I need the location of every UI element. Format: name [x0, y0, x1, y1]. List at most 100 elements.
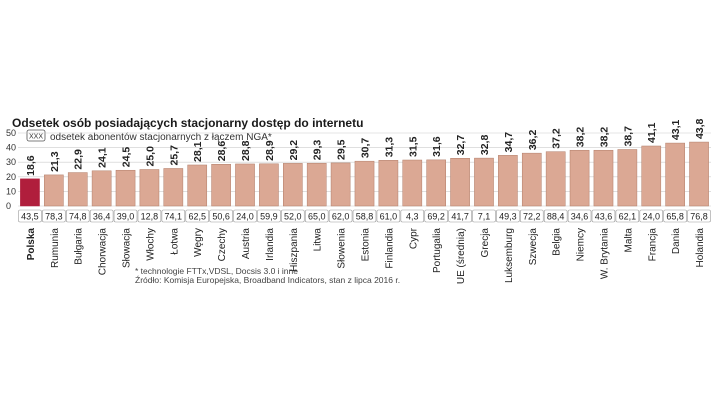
nga-box-3 [89, 209, 114, 223]
category-label-4: Słowacja [122, 228, 133, 268]
nga-label-11: 52,0 [284, 212, 302, 222]
nga-label-19: 7,1 [478, 212, 491, 222]
nga-label-10: 59,9 [260, 212, 278, 222]
category-label-12: Litwa [313, 228, 324, 252]
nga-label-28: 76,8 [690, 212, 708, 222]
y-tick-label: 10 [6, 186, 16, 196]
value-label-20: 34,7 [503, 132, 515, 153]
value-label-0: 18,6 [25, 155, 37, 176]
category-label-0: Polska [26, 228, 37, 261]
nga-label-0: 43,5 [21, 212, 39, 222]
category-label-21: Szwecja [528, 228, 539, 266]
nga-box-9 [233, 209, 257, 223]
bar-25 [617, 149, 638, 207]
nga-box-28 [687, 209, 711, 223]
value-labels: 18,6 21,3 22,9 24,1 24,5 25,0 25,7 28,1 28,6 28,8… [25, 118, 706, 175]
nga-box-2 [65, 209, 90, 223]
chart-title: Odsetek osób posiadających stacjonarny d… [12, 116, 363, 130]
nga-box-24 [591, 209, 616, 223]
y-tick-label: 30 [6, 157, 16, 167]
nga-box-12 [304, 209, 329, 223]
value-label-27: 43,1 [670, 119, 682, 140]
category-label-28: Holandia [695, 228, 706, 268]
legend: XXX odsetek abonentów stacjonarnych z łą… [26, 129, 272, 143]
y-tick-label: 0 [6, 201, 11, 211]
category-label-17: Portugalia [432, 228, 443, 273]
nga-label-20: 49,3 [499, 212, 517, 222]
bar-15 [378, 160, 399, 207]
y-axis: 0 10 20 30 40 50 [6, 128, 16, 211]
nga-box-23 [567, 209, 592, 223]
bar-17 [426, 159, 446, 207]
category-label-15: Finlandia [384, 228, 395, 269]
value-label-12: 29,3 [312, 140, 324, 161]
value-label-19: 32,8 [479, 135, 491, 156]
value-label-3: 24,1 [97, 147, 109, 168]
nga-box-22 [543, 209, 568, 223]
nga-box-17 [424, 209, 448, 223]
bar-13 [330, 162, 351, 207]
bar-8 [211, 163, 231, 207]
nga-label-15: 61,0 [380, 212, 398, 222]
category-label-3: Chorwacja [98, 228, 109, 276]
nga-label-18: 41,7 [451, 212, 469, 222]
bar-16 [402, 159, 423, 207]
bar-28 [689, 141, 709, 207]
category-label-23: Niemcy [576, 228, 587, 261]
bar-19 [474, 157, 494, 207]
value-label-10: 28,9 [264, 140, 276, 161]
bar-24 [593, 149, 614, 207]
category-label-26: Francja [647, 228, 658, 262]
value-label-18: 32,7 [455, 135, 467, 156]
bar-1 [44, 174, 64, 207]
value-label-16: 31,5 [407, 136, 419, 157]
nga-label-12: 65,0 [308, 212, 326, 222]
nga-label-3: 36,4 [93, 212, 111, 222]
value-label-4: 24,5 [121, 147, 133, 168]
nga-box-19 [472, 209, 496, 223]
category-label-14: Estonia [361, 228, 372, 262]
bar-20 [498, 155, 518, 207]
category-label-20: Luksemburg [504, 228, 515, 283]
category-label-22: Belgia [552, 228, 563, 256]
category-label-9: Austria [241, 228, 252, 260]
category-label-27: Dania [671, 228, 682, 255]
value-label-6: 25,7 [168, 145, 180, 166]
category-label-25: Malta [623, 228, 634, 253]
category-label-1: Rumunia [50, 228, 61, 268]
nga-label-24: 43,6 [595, 212, 613, 222]
value-label-15: 31,3 [383, 137, 395, 158]
bar-27 [665, 142, 685, 207]
bar-23 [569, 149, 590, 207]
y-tick-label: 20 [6, 172, 16, 182]
value-label-14: 30,7 [360, 138, 372, 159]
bar-21 [521, 152, 542, 207]
value-label-9: 28,8 [240, 140, 252, 161]
nga-box-14 [352, 209, 377, 223]
nga-box-15 [376, 209, 401, 223]
nga-box-10 [257, 209, 281, 223]
category-label-6: Łotwa [169, 228, 180, 255]
y-tick-label: 40 [6, 143, 16, 153]
nga-label-4: 39,0 [117, 212, 135, 222]
bar-10 [259, 163, 279, 207]
value-label-1: 21,3 [49, 151, 61, 172]
nga-label-8: 50,6 [212, 212, 230, 222]
bar-22 [545, 151, 566, 207]
nga-label-27: 65,8 [666, 212, 684, 222]
nga-box-26 [639, 209, 664, 223]
nga-label-9: 24,0 [236, 212, 254, 222]
nga-box-27 [663, 209, 687, 223]
legend-marker-text: XXX [29, 134, 43, 141]
bar-4 [115, 169, 136, 207]
category-label-11: Hiszpania [289, 228, 300, 272]
category-label-5: Włochy [145, 228, 156, 261]
footnote-nga: * technologie FTTx,VDSL, Docsis 3.0 i in… [135, 266, 298, 276]
nga-label-16: 4,3 [406, 212, 419, 222]
category-label-10: Irlandia [265, 228, 276, 261]
bar-26 [641, 145, 662, 207]
bar-14 [354, 160, 375, 207]
nga-box-6 [161, 209, 186, 223]
nga-label-7: 62,5 [188, 212, 206, 222]
